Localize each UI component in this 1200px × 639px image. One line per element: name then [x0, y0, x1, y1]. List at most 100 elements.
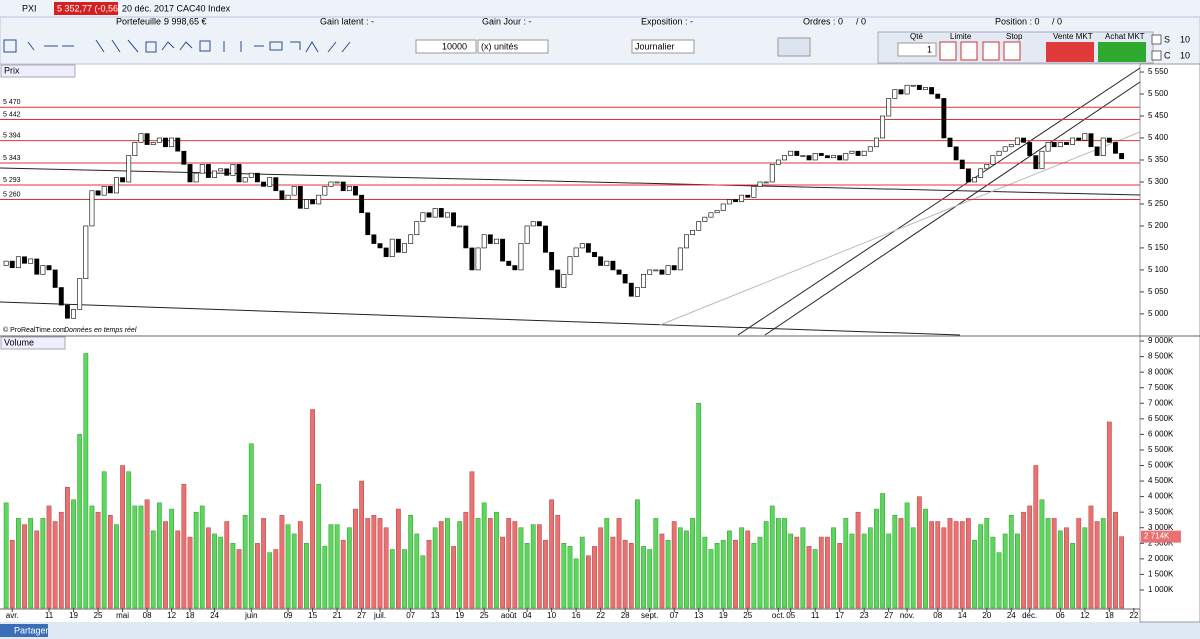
- volume-bar: [248, 443, 254, 609]
- y-tick-label: 9 000K: [1148, 336, 1174, 345]
- volume-bar: [708, 549, 714, 609]
- candle: [904, 84, 910, 95]
- volume-bar: [58, 511, 64, 609]
- stop-label: Stop: [1006, 32, 1023, 41]
- y-tick-label: 5 100: [1148, 265, 1169, 274]
- volume-bar: [365, 518, 371, 609]
- candle: [616, 269, 622, 275]
- candle: [475, 247, 481, 271]
- volume-bar: [628, 543, 634, 609]
- y-tick-label: 1 000K: [1148, 585, 1174, 594]
- volume-bar: [487, 518, 493, 609]
- buy-button[interactable]: [1098, 42, 1146, 62]
- candle: [855, 150, 861, 156]
- candle: [959, 159, 965, 170]
- volume-bar: [291, 533, 297, 609]
- candle: [487, 234, 493, 244]
- qty-input[interactable]: [897, 42, 937, 57]
- candle: [518, 243, 524, 271]
- volume-bar: [892, 515, 898, 609]
- units-select[interactable]: [477, 39, 549, 54]
- candle: [972, 177, 977, 183]
- y-tick-label: 4 000K: [1148, 492, 1174, 501]
- candle: [224, 168, 230, 176]
- y-tick-label: 4 500K: [1148, 476, 1174, 485]
- candle: [1088, 133, 1094, 148]
- candle: [156, 137, 162, 143]
- position[interactable]: Position : 0: [995, 16, 1040, 26]
- candle: [739, 194, 745, 203]
- candle: [150, 142, 156, 145]
- candle: [610, 260, 616, 271]
- volume-bar: [65, 487, 70, 609]
- candle: [346, 186, 352, 192]
- volume-bar: [34, 530, 40, 609]
- candle: [598, 256, 604, 266]
- candle: [708, 212, 714, 218]
- volume-bar: [751, 543, 757, 609]
- candle: [457, 225, 463, 228]
- candle: [1064, 142, 1069, 145]
- volume-bar: [187, 536, 193, 609]
- volume-bar: [150, 530, 156, 609]
- volume-bar: [1070, 543, 1075, 609]
- volume-bar: [916, 496, 922, 609]
- candle: [205, 164, 211, 178]
- x-tick-label: 08: [933, 611, 942, 620]
- candle: [837, 155, 843, 161]
- candle: [1008, 144, 1014, 148]
- sell-label: Vente MKT: [1053, 32, 1093, 41]
- volume-bar: [432, 527, 438, 609]
- x-tick-label: 25: [480, 611, 489, 620]
- volume-bar: [426, 539, 432, 609]
- orders[interactable]: Ordres : 0: [803, 16, 843, 26]
- symbol[interactable]: PXI: [22, 3, 37, 13]
- x-tick-label: 15: [308, 611, 317, 620]
- candle: [3, 260, 9, 266]
- period-select[interactable]: [631, 39, 695, 54]
- volume-bar: [567, 546, 573, 609]
- candle: [193, 172, 199, 183]
- candle: [628, 282, 634, 297]
- level-label: 5 343: [3, 155, 21, 162]
- volume-bar: [929, 521, 935, 609]
- quote-box: [54, 2, 118, 15]
- volume-bar: [438, 521, 444, 609]
- candle: [818, 153, 824, 156]
- y-tick-label: 5 150: [1148, 243, 1169, 252]
- candle: [230, 164, 236, 176]
- portfolio-label: Portefeuille :: [116, 16, 166, 26]
- volume-bar: [818, 536, 824, 609]
- y-tick-label: 5 200: [1148, 221, 1169, 230]
- sell-button[interactable]: [1046, 42, 1094, 62]
- drawing-tools[interactable]: [3, 39, 351, 53]
- volume-bar: [15, 518, 21, 609]
- candle: [561, 274, 567, 288]
- share-button[interactable]: [0, 624, 48, 637]
- y-tick-label: 6 500K: [1148, 414, 1174, 423]
- candle: [463, 225, 469, 249]
- candle: [1051, 142, 1057, 148]
- volume-bar: [984, 518, 990, 609]
- quantity-input[interactable]: [415, 39, 477, 54]
- volume-bar: [475, 518, 481, 609]
- volume-bar: [733, 539, 738, 609]
- x-tick-label: 05: [786, 611, 795, 620]
- volume-bar: [114, 524, 119, 609]
- volume-bar: [267, 552, 273, 609]
- x-tick-label: 07: [406, 611, 415, 620]
- volume-bar: [181, 483, 187, 609]
- candle: [1057, 142, 1063, 148]
- y-tick-label: 5 250: [1148, 199, 1169, 208]
- trend-lines[interactable]: [0, 67, 1141, 336]
- candle: [267, 177, 273, 187]
- candle: [941, 98, 947, 139]
- c-checkbox[interactable]: [1151, 50, 1162, 61]
- volume-bar: [340, 539, 346, 609]
- indicators-button[interactable]: [777, 37, 811, 57]
- s-checkbox[interactable]: [1151, 34, 1162, 45]
- candle: [733, 199, 738, 203]
- volume-bar: [22, 524, 27, 609]
- order-buttons[interactable]: [939, 41, 1021, 61]
- volume-bar: [389, 549, 395, 609]
